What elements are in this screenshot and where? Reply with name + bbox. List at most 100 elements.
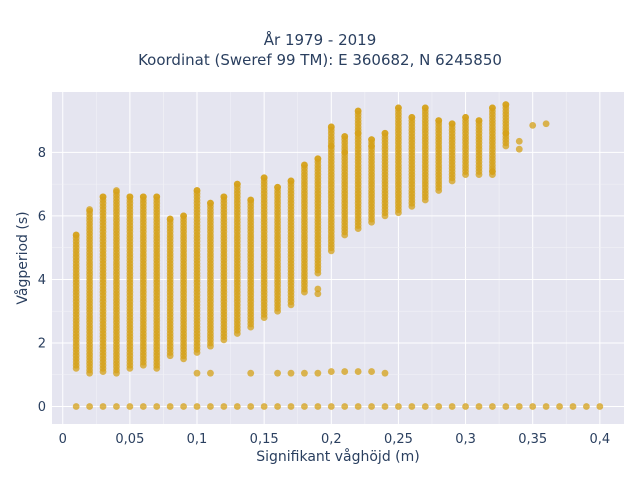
data-point [354,107,362,115]
data-point [583,403,590,410]
data-point [381,403,389,410]
x-axis-ticks: 0 0,05 0,1 0,15 0,2 0,25 0,3 0,35 0,4 [59,432,611,447]
data-point [220,403,228,410]
data-point [166,403,174,410]
data-point [502,403,510,410]
data-point [515,145,523,153]
data-point [139,193,147,201]
data-point [113,403,120,410]
data-point [314,290,322,298]
x-tick-label: 0,05 [115,432,144,447]
data-point [207,403,214,410]
data-point [408,403,416,410]
data-point [341,133,349,140]
data-point [368,403,375,410]
data-point [207,199,214,207]
data-point [233,403,241,410]
data-points [72,101,604,410]
x-tick-label: 0,2 [321,432,342,447]
data-point [327,368,335,375]
data-point [529,121,537,129]
data-point [86,403,93,410]
data-point [247,403,255,410]
y-axis-label: Vågperiod (s) [14,211,31,304]
data-point [86,206,93,213]
data-point [354,368,362,375]
data-point [395,403,402,410]
data-point [193,187,201,194]
data-point [153,193,161,201]
data-point [193,403,201,410]
data-point [274,183,281,191]
data-point [435,403,443,410]
data-point [515,137,523,145]
chart-title-line-2: Koordinat (Sweref 99 TM): E 360682, N 62… [138,51,502,69]
data-point [489,104,496,112]
data-point [327,403,335,410]
data-point [220,193,228,201]
data-point [569,403,577,410]
data-point [421,403,429,410]
data-point [395,104,402,112]
data-point [314,403,322,410]
data-point [502,101,510,109]
x-tick-label: 0,25 [384,432,413,447]
data-point [301,369,308,377]
data-point [99,193,107,201]
data-point [542,403,550,410]
y-tick-label: 6 [38,209,46,224]
data-point [247,369,255,377]
data-point [341,148,349,156]
data-point [301,161,308,169]
data-point [462,403,469,410]
data-point [408,114,416,121]
data-point [435,117,443,124]
y-tick-label: 0 [38,400,46,415]
data-point [381,129,389,137]
data-point [354,403,362,410]
data-point [274,403,281,410]
data-point [354,129,362,137]
y-tick-label: 8 [38,146,46,161]
y-tick-label: 2 [38,336,46,351]
data-point [113,187,120,194]
data-point [529,403,537,410]
data-point [247,196,255,204]
data-point [166,215,174,223]
data-point [502,129,510,137]
data-point [207,369,214,377]
data-point [72,403,80,410]
data-point [448,120,456,128]
x-tick-label: 0,1 [187,432,208,447]
data-point [421,104,429,112]
data-point [72,231,80,239]
data-point [314,285,322,293]
data-point [542,120,550,128]
data-point [260,174,268,182]
x-tick-label: 0,3 [455,432,476,447]
data-point [153,403,161,410]
data-point [314,155,322,163]
data-point [301,403,308,410]
data-point [99,403,107,410]
data-point [327,142,335,150]
data-point [489,168,496,175]
data-point [233,180,241,188]
x-tick-label: 0,4 [589,432,610,447]
y-tick-label: 4 [38,273,46,288]
data-point [556,403,563,410]
data-point [515,403,523,410]
data-point [274,369,281,377]
data-point [475,403,483,410]
plot-area [52,92,624,424]
data-point [287,177,295,185]
data-point [368,136,375,144]
y-axis-ticks: 0 2 4 6 8 [38,146,46,415]
data-point [260,403,268,410]
data-point [368,368,375,375]
x-tick-label: 0,35 [518,432,547,447]
data-point [180,212,187,220]
x-tick-label: 0,15 [250,432,279,447]
